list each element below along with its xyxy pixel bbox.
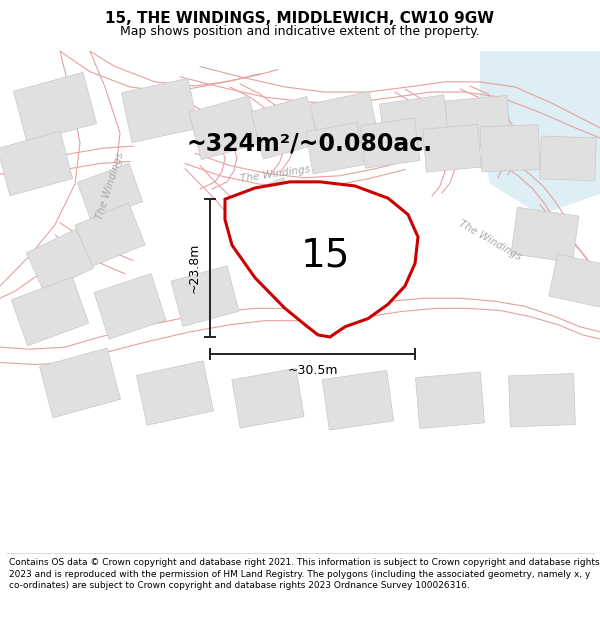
Polygon shape: [415, 372, 485, 429]
Polygon shape: [310, 91, 380, 154]
Polygon shape: [77, 163, 143, 221]
Polygon shape: [0, 131, 73, 196]
Polygon shape: [189, 96, 261, 159]
Text: The Windings: The Windings: [457, 218, 523, 262]
Text: 15, THE WINDINGS, MIDDLEWICH, CW10 9GW: 15, THE WINDINGS, MIDDLEWICH, CW10 9GW: [106, 11, 494, 26]
Polygon shape: [509, 374, 575, 427]
Polygon shape: [480, 125, 540, 172]
Polygon shape: [480, 51, 600, 214]
Polygon shape: [122, 78, 199, 142]
Polygon shape: [322, 371, 394, 430]
Polygon shape: [540, 136, 596, 181]
Polygon shape: [26, 229, 94, 292]
Polygon shape: [290, 188, 350, 242]
Polygon shape: [225, 182, 418, 337]
Polygon shape: [232, 368, 304, 428]
Text: Contains OS data © Crown copyright and database right 2021. This information is : Contains OS data © Crown copyright and d…: [9, 558, 599, 591]
Polygon shape: [549, 254, 600, 308]
Polygon shape: [13, 72, 97, 142]
Polygon shape: [251, 96, 319, 159]
Polygon shape: [11, 277, 89, 346]
Polygon shape: [137, 361, 214, 425]
Text: ~23.8m: ~23.8m: [187, 243, 200, 293]
Polygon shape: [360, 118, 420, 168]
Text: The Windings: The Windings: [239, 164, 311, 184]
Polygon shape: [75, 203, 145, 267]
Polygon shape: [445, 96, 511, 150]
Text: ~30.5m: ~30.5m: [287, 364, 338, 377]
Text: Map shows position and indicative extent of the property.: Map shows position and indicative extent…: [120, 26, 480, 39]
Polygon shape: [511, 208, 579, 262]
Polygon shape: [94, 274, 166, 339]
Polygon shape: [306, 122, 364, 174]
Polygon shape: [40, 348, 121, 418]
Polygon shape: [423, 124, 481, 172]
Text: The Windings: The Windings: [94, 151, 125, 221]
Polygon shape: [379, 95, 451, 154]
Text: 15: 15: [300, 236, 350, 274]
Text: ~324m²/~0.080ac.: ~324m²/~0.080ac.: [187, 131, 433, 155]
Polygon shape: [171, 266, 239, 326]
Polygon shape: [230, 177, 300, 241]
